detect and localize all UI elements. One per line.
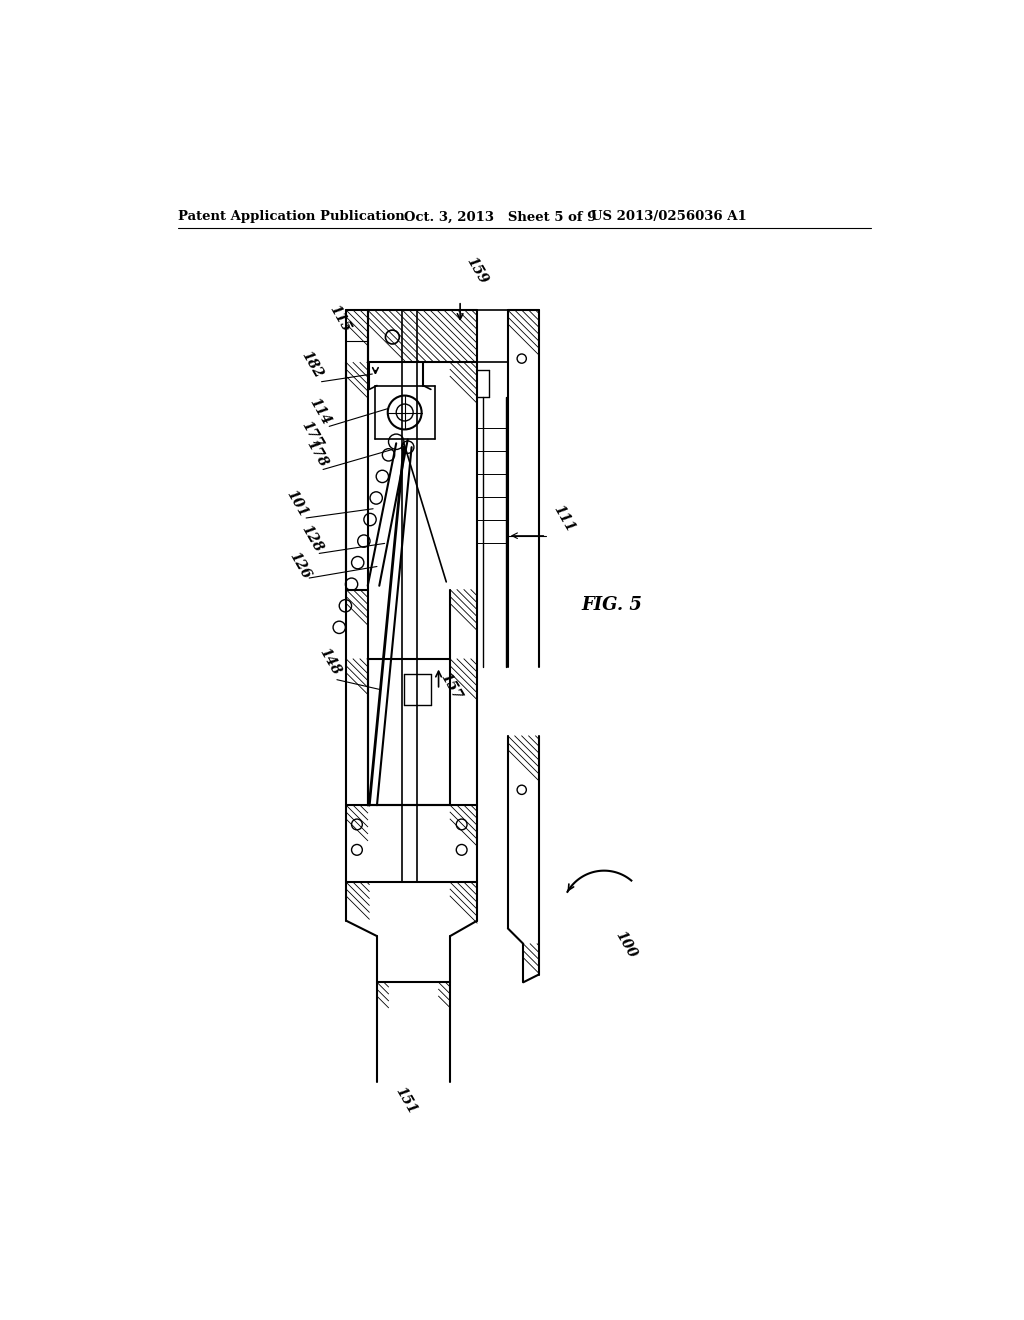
Text: Patent Application Publication: Patent Application Publication	[178, 210, 406, 223]
Text: 126: 126	[287, 549, 313, 581]
Text: 157: 157	[437, 671, 464, 702]
Text: 148: 148	[316, 645, 343, 677]
Text: 182: 182	[298, 348, 325, 381]
Text: 115: 115	[327, 302, 353, 335]
Text: 101: 101	[283, 487, 309, 520]
Text: Oct. 3, 2013   Sheet 5 of 9: Oct. 3, 2013 Sheet 5 of 9	[403, 210, 596, 223]
Text: 178: 178	[303, 437, 330, 470]
Text: 114: 114	[306, 395, 333, 428]
Text: 100: 100	[612, 929, 639, 961]
Text: 111: 111	[550, 503, 577, 535]
Text: US 2013/0256036 A1: US 2013/0256036 A1	[591, 210, 746, 223]
Text: 128: 128	[298, 523, 325, 554]
Text: 151: 151	[393, 1084, 420, 1117]
Text: FIG. 5: FIG. 5	[582, 597, 643, 614]
Text: 177: 177	[298, 418, 325, 450]
Text: 159: 159	[463, 255, 489, 286]
